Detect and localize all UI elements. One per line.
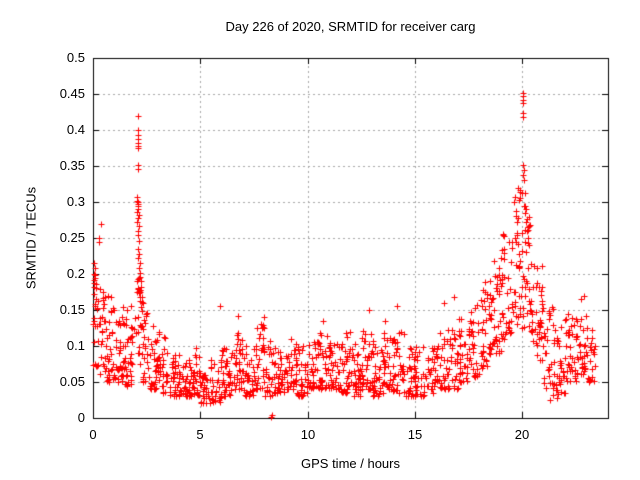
x-tick-label: 5 [196,427,204,442]
x-tick-label: 10 [300,427,316,442]
y-tick-label: 0.2 [66,266,85,281]
x-tick-label: 20 [514,427,530,442]
x-tick-label: 0 [89,427,97,442]
y-tick-label: 0.5 [66,50,85,65]
x-tick-label: 15 [407,427,423,442]
y-tick-label: 0.3 [66,194,85,209]
y-tick-label: 0.45 [59,86,85,101]
y-tick-label: 0 [77,410,85,425]
y-tick-label: 0.4 [66,122,85,137]
chart-title: Day 226 of 2020, SRMTID for receiver car… [225,19,476,34]
y-tick-label: 0.15 [59,302,85,317]
y-tick-label: 0.05 [59,374,85,389]
x-axis-label: GPS time / hours [301,456,400,471]
y-tick-label: 0.1 [66,338,85,353]
y-tick-label: 0.35 [59,158,85,173]
y-tick-label: 0.25 [59,230,85,245]
